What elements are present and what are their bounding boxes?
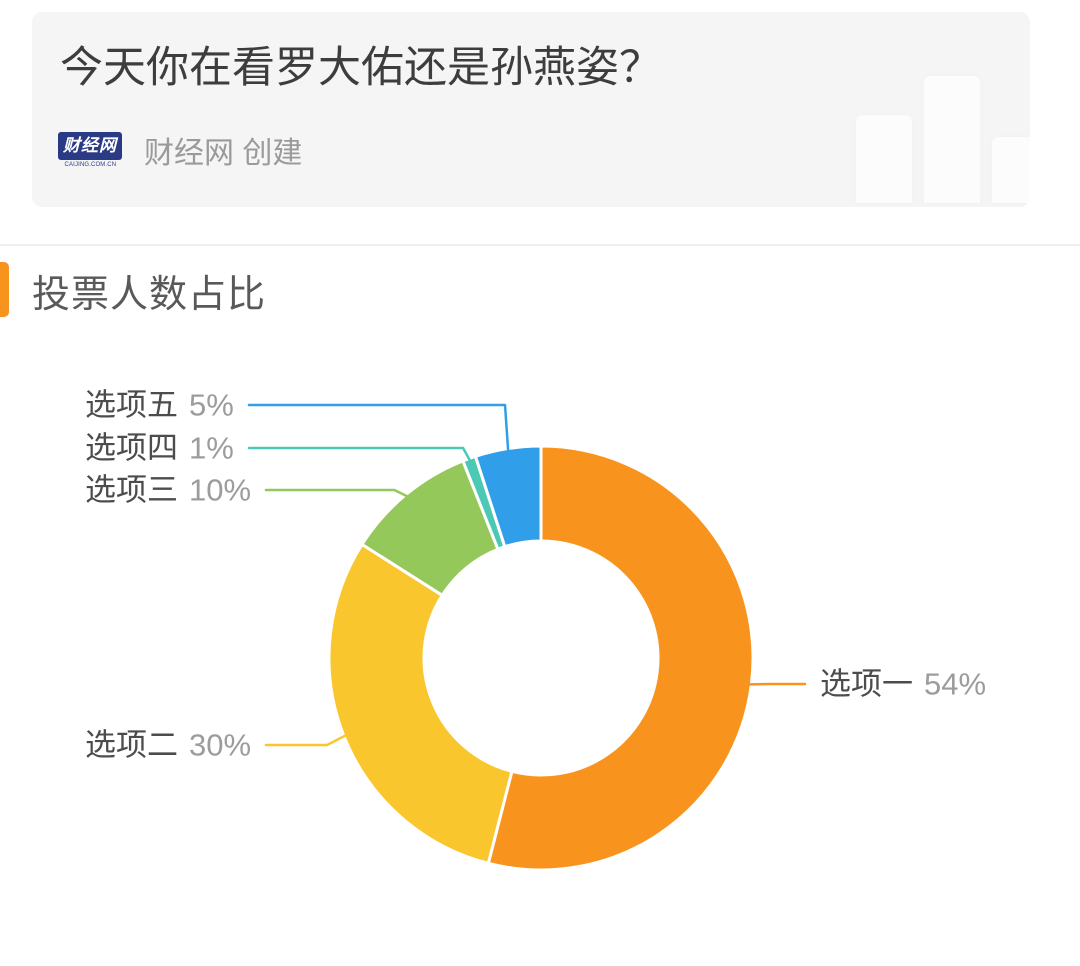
poll-title: 今天你在看罗大佑还是孙燕姿？ — [60, 44, 662, 92]
pie-label-2: 选项二 30% — [85, 726, 251, 763]
pie-label-3: 选项三 10% — [85, 471, 251, 508]
label-line-4 — [247, 446, 472, 462]
pie-label-percent: 30% — [189, 727, 252, 763]
section-title: 投票人数占比 — [32, 274, 267, 316]
caijing-logo[interactable]: 财经网 CAIJING.COM.CN — [58, 132, 122, 167]
pie-label-5: 选项五 5% — [85, 386, 234, 423]
pie-slice-1[interactable] — [486, 444, 755, 872]
pie-label-name: 选项四 — [85, 430, 178, 466]
pie-slice-5[interactable] — [473, 444, 543, 549]
section-accent-bar — [0, 262, 9, 317]
pie-label-name: 选项三 — [85, 472, 178, 508]
pie-label-percent: 10% — [189, 472, 252, 508]
pie-label-name: 选项五 — [85, 387, 178, 423]
pie-label-percent: 54% — [924, 666, 987, 702]
divider — [0, 244, 1080, 246]
pie-label-name: 选项一 — [820, 666, 913, 702]
label-line-2 — [264, 734, 347, 747]
pie-label-percent: 5% — [189, 387, 234, 423]
pie-label-1: 选项一 54% — [820, 665, 986, 702]
label-line-5 — [247, 403, 510, 452]
pie-label-name: 选项二 — [85, 727, 178, 763]
creator-row: 财经网 CAIJING.COM.CN 财经网 创建 — [58, 128, 302, 172]
pie-label-4: 选项四 1% — [85, 429, 234, 466]
creator-label: 财经网 创建 — [144, 137, 303, 170]
label-line-3 — [264, 488, 409, 498]
caijing-logo-text: 财经网 — [58, 132, 122, 160]
caijing-logo-url: CAIJING.COM.CN — [64, 161, 116, 168]
pie-label-percent: 1% — [189, 430, 234, 466]
pie-slice-2[interactable] — [327, 542, 514, 865]
